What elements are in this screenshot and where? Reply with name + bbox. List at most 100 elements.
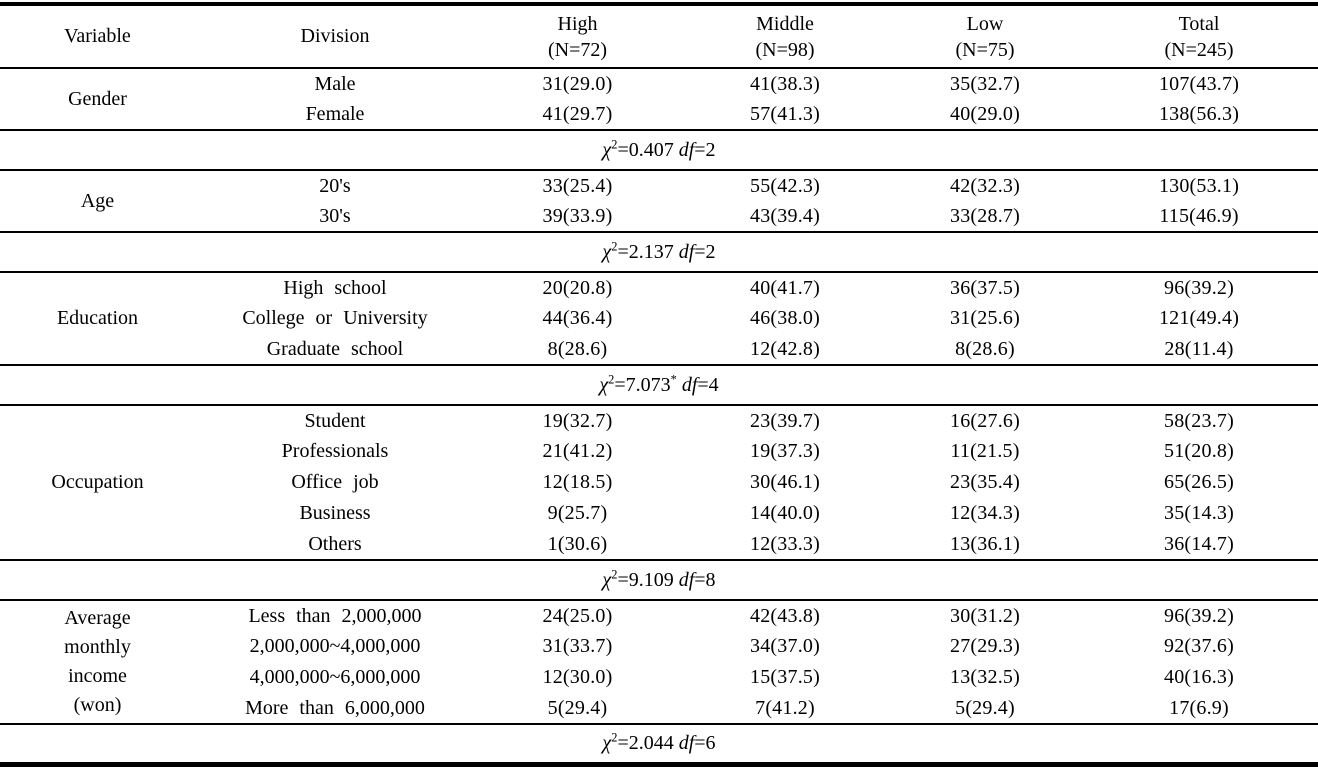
value-cell: 130(53.1): [1158, 174, 1240, 197]
division-cell: Professionals: [281, 440, 389, 462]
data-row-1-0: Age 20's 33(25.4) 55(42.3) 42(32.3) 130(53.1): [0, 170, 1318, 212]
value-cell: 46(38.0): [750, 307, 820, 329]
chi-square-cell: χ2=2.137 df=2: [602, 238, 716, 263]
col-header-variable: Variable: [64, 25, 131, 47]
division-cell: Business: [299, 502, 371, 524]
data-row-1-1: 30's 39(33.9) 43(39.4) 33(28.7) 115(46.9): [0, 201, 1318, 232]
division-cell: Male: [314, 72, 356, 95]
data-row-3-2: Office job 12(18.5) 30(46.1) 23(35.4) 65(26.…: [0, 467, 1318, 498]
value-cell: 30(46.1): [750, 471, 820, 493]
value-cell: 5(29.4): [547, 696, 608, 719]
value-cell: 5(29.4): [955, 696, 1015, 719]
value-cell: 65(26.5): [1164, 471, 1234, 493]
data-row-4-3: More than 6,000,000 5(29.4) 7(41.2) 5(29.4)…: [0, 693, 1318, 724]
value-cell: 12(42.8): [750, 337, 820, 360]
col-header-high: High (N=72): [475, 4, 680, 68]
data-row-0-1: Female 41(29.7) 57(41.3) 40(29.0) 138(56.3): [0, 99, 1318, 130]
chi-square-row-2: χ2=7.073* df=4: [0, 365, 1318, 405]
data-row-3-4: Others 1(30.6) 12(33.3) 13(36.1) 36(14.7): [0, 529, 1318, 560]
value-cell: 40(16.3): [1164, 666, 1234, 688]
chi-square-cell: χ2=0.407 df=2: [602, 136, 716, 161]
variable-cell-0: Gender: [68, 87, 127, 110]
value-cell: 34(37.0): [750, 635, 820, 657]
division-cell: College or University: [242, 307, 428, 329]
value-cell: 96(39.2): [1164, 276, 1234, 299]
col-header-low: Low (N=75): [890, 4, 1080, 68]
variable-cell-4: Average monthly income (won): [64, 607, 131, 716]
chi-square-cell: χ2=7.073* df=4: [599, 371, 719, 396]
chi-square-row-0: χ2=0.407 df=2: [0, 130, 1318, 170]
value-cell: 13(36.1): [950, 532, 1020, 555]
value-cell: 121(49.4): [1158, 307, 1240, 329]
value-cell: 20(20.8): [542, 276, 613, 299]
division-cell: Others: [308, 532, 362, 555]
col-header-total: Total (N=245): [1080, 4, 1318, 68]
value-cell: 107(43.7): [1158, 72, 1240, 95]
division-cell: More than 6,000,000: [245, 696, 425, 719]
value-cell: 8(28.6): [547, 337, 608, 360]
value-cell: 12(33.3): [750, 532, 820, 555]
value-cell: 42(32.3): [950, 174, 1020, 197]
value-cell: 40(29.0): [950, 102, 1020, 125]
value-cell: 41(29.7): [542, 102, 613, 125]
value-cell: 43(39.4): [750, 204, 820, 227]
data-row-3-0: Occupation Student 19(32.7) 23(39.7) 16(27.6…: [0, 405, 1318, 494]
value-cell: 12(30.0): [542, 666, 613, 688]
value-cell: 115(46.9): [1159, 204, 1239, 227]
variable-cell-3: Occupation: [51, 471, 144, 493]
table-body: Gender Male 31(29.0) 41(38.3) 35(32.7) 107(43…: [0, 68, 1318, 764]
value-cell: 24(25.0): [542, 604, 613, 627]
value-cell: 31(25.6): [950, 307, 1020, 329]
data-row-2-0: Education High school 20(20.8) 40(41.7) 36(3…: [0, 272, 1318, 330]
chi-square-row-3: χ2=9.109 df=8: [0, 560, 1318, 600]
value-cell: 40(41.7): [750, 276, 820, 299]
col-header-middle-name: Middle: [756, 12, 814, 35]
value-cell: 96(39.2): [1164, 604, 1234, 627]
data-row-2-1: College or University 44(36.4) 46(38.0) 31(…: [0, 303, 1318, 334]
value-cell: 57(41.3): [750, 102, 820, 125]
value-cell: 35(14.3): [1164, 502, 1234, 524]
value-cell: 36(14.7): [1164, 532, 1234, 555]
value-cell: 33(28.7): [950, 204, 1020, 227]
value-cell: 55(42.3): [750, 174, 820, 197]
variable-cell-2: Education: [56, 307, 139, 329]
value-cell: 39(33.9): [542, 204, 613, 227]
value-cell: 51(20.8): [1164, 440, 1234, 462]
col-header-middle: Middle (N=98): [680, 4, 890, 68]
value-cell: 16(27.6): [950, 409, 1020, 432]
data-row-4-1: 2,000,000~4,000,000 31(33.7) 34(37.0) 27(29…: [0, 631, 1318, 662]
data-row-4-0: Average monthly income (won) Less than 2,…: [0, 600, 1318, 717]
data-row-3-1: Professionals 21(41.2) 19(37.3) 11(21.5) 51(…: [0, 436, 1318, 467]
col-header-low-name: Low: [966, 12, 1004, 35]
value-cell: 15(37.5): [750, 666, 820, 688]
col-header-low-n: (N=75): [955, 38, 1015, 61]
value-cell: 35(32.7): [950, 72, 1020, 95]
value-cell: 8(28.6): [955, 337, 1015, 360]
division-cell: Student: [304, 409, 366, 432]
value-cell: 23(35.4): [950, 471, 1020, 493]
division-cell: 20's: [319, 174, 351, 197]
value-cell: 23(39.7): [750, 409, 820, 432]
division-cell: Graduate school: [266, 337, 404, 360]
col-header-division: Division: [300, 25, 370, 47]
value-cell: 9(25.7): [547, 502, 608, 524]
value-cell: 44(36.4): [542, 307, 613, 329]
data-row-3-3: Business 9(25.7) 14(40.0) 12(34.3) 35(14.3): [0, 498, 1318, 529]
division-cell: 4,000,000~6,000,000: [249, 666, 421, 688]
variable-cell-1: Age: [80, 189, 115, 212]
col-header-middle-n: (N=98): [755, 38, 815, 61]
division-cell: Less than 2,000,000: [248, 604, 422, 627]
value-cell: 19(37.3): [750, 440, 820, 462]
chi-square-cell: χ2=2.044 df=6: [602, 730, 716, 754]
chi-square-row-1: χ2=2.137 df=2: [0, 232, 1318, 272]
value-cell: 36(37.5): [950, 276, 1020, 299]
value-cell: 19(32.7): [542, 409, 613, 432]
header-row: Variable Division High (N=72) Middle (N=…: [0, 4, 1318, 68]
division-cell: 30's: [319, 204, 351, 227]
value-cell: 31(29.0): [542, 72, 613, 95]
col-header-high-name: High: [557, 12, 598, 35]
col-header-high-n: (N=72): [547, 38, 608, 61]
value-cell: 28(11.4): [1164, 337, 1234, 360]
